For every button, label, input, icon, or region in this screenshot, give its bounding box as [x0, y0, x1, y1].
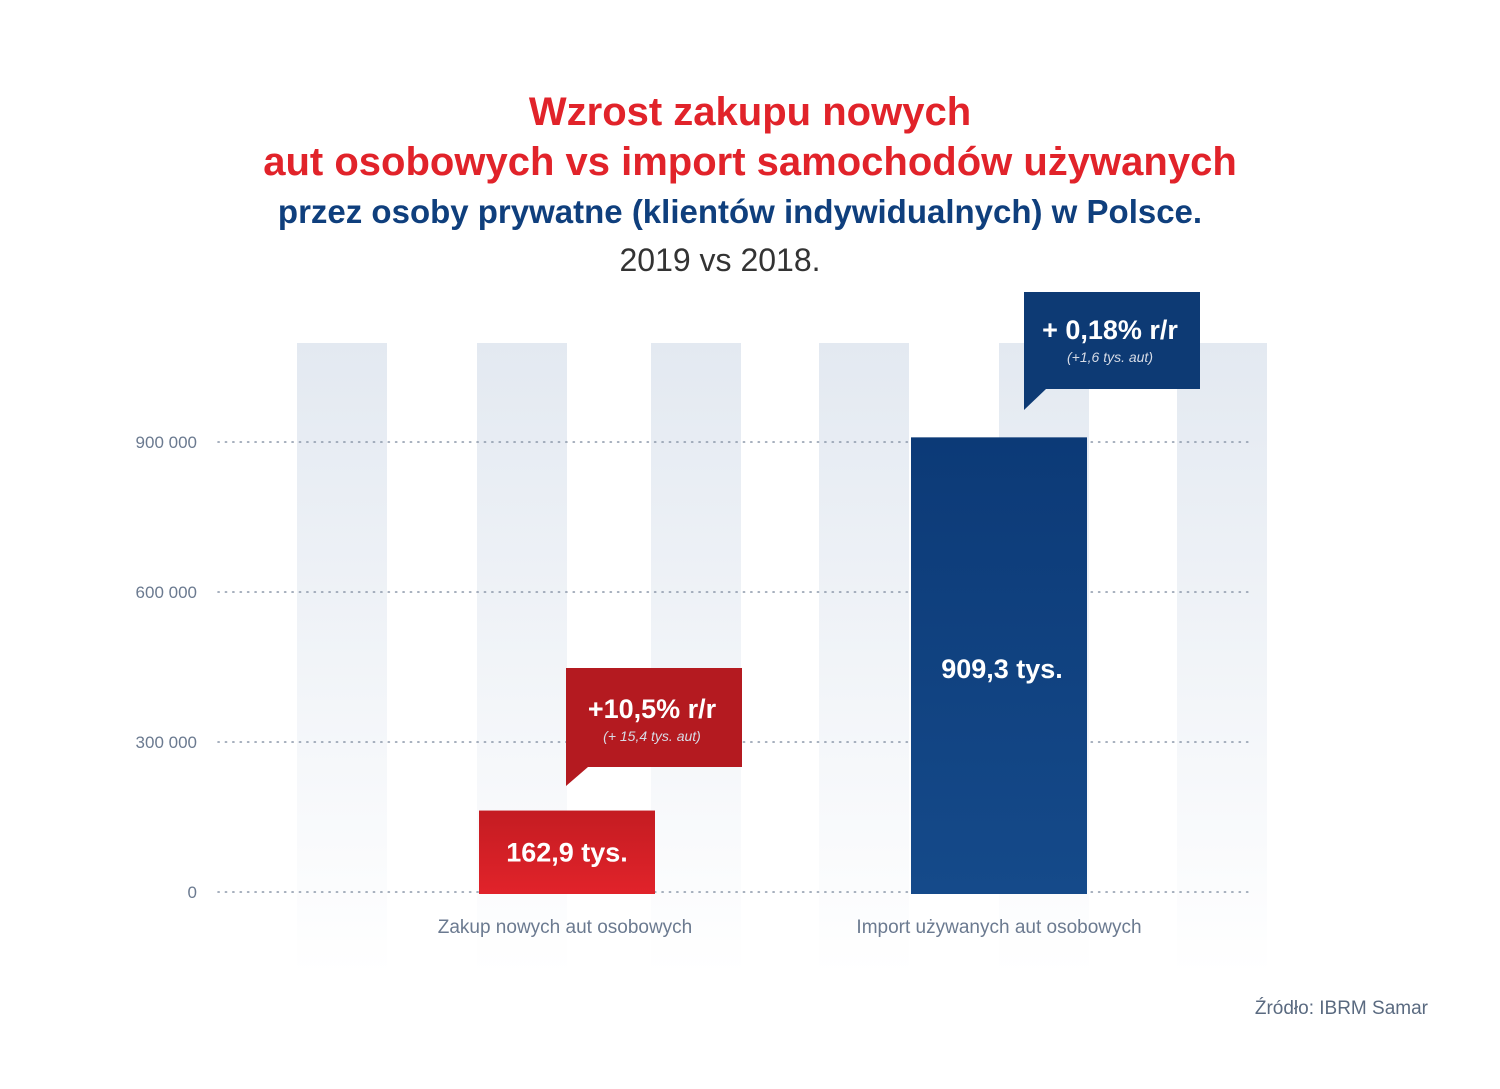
- y-tick-label: 300 000: [136, 733, 197, 752]
- y-tick-label: 0: [188, 883, 197, 902]
- callout-main-text: + 0,18% r/r: [1042, 315, 1178, 345]
- source-note: Źródło: IBRM Samar: [1254, 998, 1428, 1019]
- bar: [911, 437, 1087, 894]
- title-line-2: aut osobowych vs import samochodów używa…: [263, 140, 1237, 184]
- title-line-3: przez osoby prywatne (klientów indywidua…: [277, 193, 1203, 230]
- bar: [479, 810, 655, 894]
- callout-box: [1024, 292, 1200, 410]
- title-line-1: Wzrost zakupu nowych: [528, 90, 972, 134]
- background-column: [297, 343, 387, 975]
- change-callout: +10,5% r/r (+ 15,4 tys. aut): [566, 668, 742, 786]
- callout-box: [566, 668, 742, 786]
- bar-value-label: 909,3 tys.: [941, 654, 1063, 684]
- x-category-label: Zakup nowych aut osobowych: [438, 917, 693, 938]
- callout-sub-text: (+ 15,4 tys. aut): [603, 728, 701, 744]
- y-tick-label: 900 000: [136, 433, 197, 452]
- bar-value-label: 162,9 tys.: [506, 837, 628, 867]
- period-subtitle: 2019 vs 2018.: [619, 242, 821, 278]
- background-column: [1177, 343, 1267, 975]
- background-column: [819, 343, 909, 975]
- y-tick-label: 600 000: [136, 583, 197, 602]
- x-category-label: Import używanych aut osobowych: [856, 917, 1141, 938]
- callout-main-text: +10,5% r/r: [588, 694, 717, 724]
- background-column: [651, 343, 741, 975]
- change-callout: + 0,18% r/r (+1,6 tys. aut): [1024, 292, 1200, 410]
- callout-sub-text: (+1,6 tys. aut): [1067, 349, 1153, 365]
